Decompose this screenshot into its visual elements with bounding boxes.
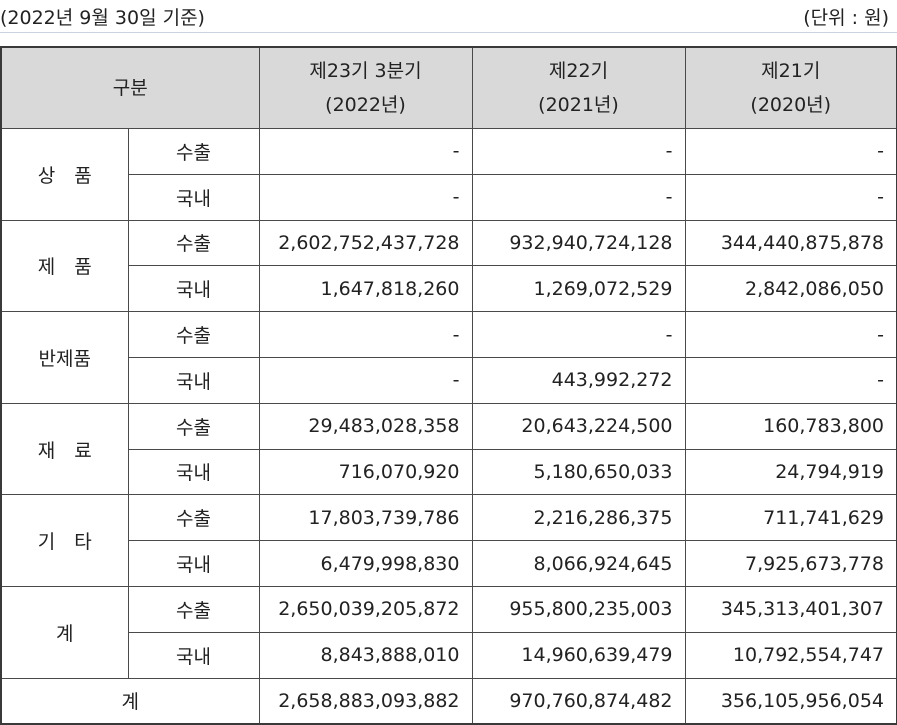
value-cell: 8,843,888,010 (258, 631, 473, 679)
value-cell: 5,180,650,033 (471, 448, 686, 496)
header-row: 구분 제23기 3분기 (2022년) 제22기 (2021년) 제21기 (2020… (0, 46, 897, 129)
value-cell: - (258, 311, 473, 358)
table-row: 계 수출 2,650,039,205,872 955,800,235,003 3… (0, 585, 897, 679)
subcategory-cell: 국내 (127, 448, 260, 496)
table-row: 국내 - - - (1, 173, 897, 221)
value-cell: 24,794,919 (684, 448, 897, 496)
caption-divider (0, 32, 897, 33)
table-row: 국내 1,647,818,260 1,269,072,529 2,842,086… (1, 265, 897, 313)
value-cell: 20,643,224,500 (471, 402, 686, 450)
subcategory-cell: 국내 (127, 356, 260, 404)
value-cell: 7,925,673,778 (684, 540, 897, 587)
value-cell: 2,650,039,205,872 (258, 585, 473, 633)
table-row: 국내 716,070,920 5,180,650,033 24,794,919 (1, 448, 897, 496)
value-cell: 344,440,875,878 (684, 219, 897, 267)
value-cell: - (684, 173, 897, 221)
table-row: 제 품 수출 2,602,752,437,728 932,940,724,128… (0, 219, 897, 313)
value-cell: 443,992,272 (471, 356, 686, 404)
subcategory-cell: 국내 (127, 631, 260, 679)
table-row: 반제품 수출 - - - (0, 311, 897, 404)
subcategory-cell: 국내 (127, 265, 260, 313)
subcategory-cell: 수출 (127, 585, 260, 633)
table-row: 국내 8,843,888,010 14,960,639,479 10,792,5… (1, 631, 897, 679)
value-cell: 6,479,998,830 (258, 540, 473, 587)
table-caption: (2022년 9월 30일 기준) (단위 : 원) (0, 0, 897, 36)
value-cell: - (684, 356, 897, 404)
value-cell: 345,313,401,307 (684, 585, 897, 633)
value-cell: 716,070,920 (258, 448, 473, 496)
value-cell: - (471, 173, 686, 221)
value-cell: 8,066,924,645 (471, 540, 686, 587)
subcategory-cell: 수출 (127, 219, 260, 267)
table-row: 국내 - 443,992,272 - (1, 356, 897, 404)
value-cell: 2,216,286,375 (471, 494, 686, 542)
value-cell: - (258, 173, 473, 221)
category-cell: 반제품 (0, 311, 129, 404)
value-cell: 955,800,235,003 (471, 585, 686, 633)
header-period: 제23기 3분기 (2022년) (258, 46, 473, 129)
category-cell: 계 (0, 585, 129, 679)
sales-table: 구분 제23기 3분기 (2022년) 제22기 (2021년) 제21기 (2020… (0, 46, 897, 725)
value-cell: 1,269,072,529 (471, 265, 686, 313)
header-period: 제21기 (2020년) (684, 46, 897, 129)
value-cell: 10,792,554,747 (684, 631, 897, 679)
value-cell: - (471, 311, 686, 358)
value-cell: 1,647,818,260 (258, 265, 473, 313)
reference-date: (2022년 9월 30일 기준) (0, 7, 205, 29)
category-cell: 상 품 (0, 128, 129, 221)
subcategory-cell: 수출 (127, 128, 260, 175)
table-row: 기 타 수출 17,803,739,786 2,216,286,375 711,… (0, 494, 897, 587)
table-row: 상 품 수출 - - - (0, 128, 897, 221)
total-row: 계 2,658,883,093,882 970,760,874,482 356,… (0, 677, 897, 725)
header-period: 제22기 (2021년) (471, 46, 686, 129)
subcategory-cell: 국내 (127, 540, 260, 587)
category-cell: 기 타 (0, 494, 129, 587)
total-value-cell: 970,760,874,482 (471, 677, 686, 725)
value-cell: - (258, 356, 473, 404)
value-cell: - (684, 311, 897, 358)
value-cell: 711,741,629 (684, 494, 897, 542)
table-row: 재 료 수출 29,483,028,358 20,643,224,500 160… (0, 402, 897, 496)
value-cell: 932,940,724,128 (471, 219, 686, 267)
total-value-cell: 2,658,883,093,882 (258, 677, 473, 725)
header-category: 구분 (0, 46, 260, 129)
category-cell: 제 품 (0, 219, 129, 313)
total-value-cell: 356,105,956,054 (684, 677, 897, 725)
value-cell: 2,842,086,050 (684, 265, 897, 313)
value-cell: - (684, 128, 897, 175)
value-cell: 17,803,739,786 (258, 494, 473, 542)
unit-label: (단위 : 원) (803, 7, 889, 29)
table-row: 국내 6,479,998,830 8,066,924,645 7,925,673… (1, 540, 897, 587)
subcategory-cell: 국내 (127, 173, 260, 221)
value-cell: 29,483,028,358 (258, 402, 473, 450)
subcategory-cell: 수출 (127, 311, 260, 358)
value-cell: 160,783,800 (684, 402, 897, 450)
value-cell: 2,602,752,437,728 (258, 219, 473, 267)
value-cell: 14,960,639,479 (471, 631, 686, 679)
category-cell: 재 료 (0, 402, 129, 496)
subcategory-cell: 수출 (127, 402, 260, 450)
total-label: 계 (0, 677, 260, 725)
value-cell: - (258, 128, 473, 175)
subcategory-cell: 수출 (127, 494, 260, 542)
value-cell: - (471, 128, 686, 175)
